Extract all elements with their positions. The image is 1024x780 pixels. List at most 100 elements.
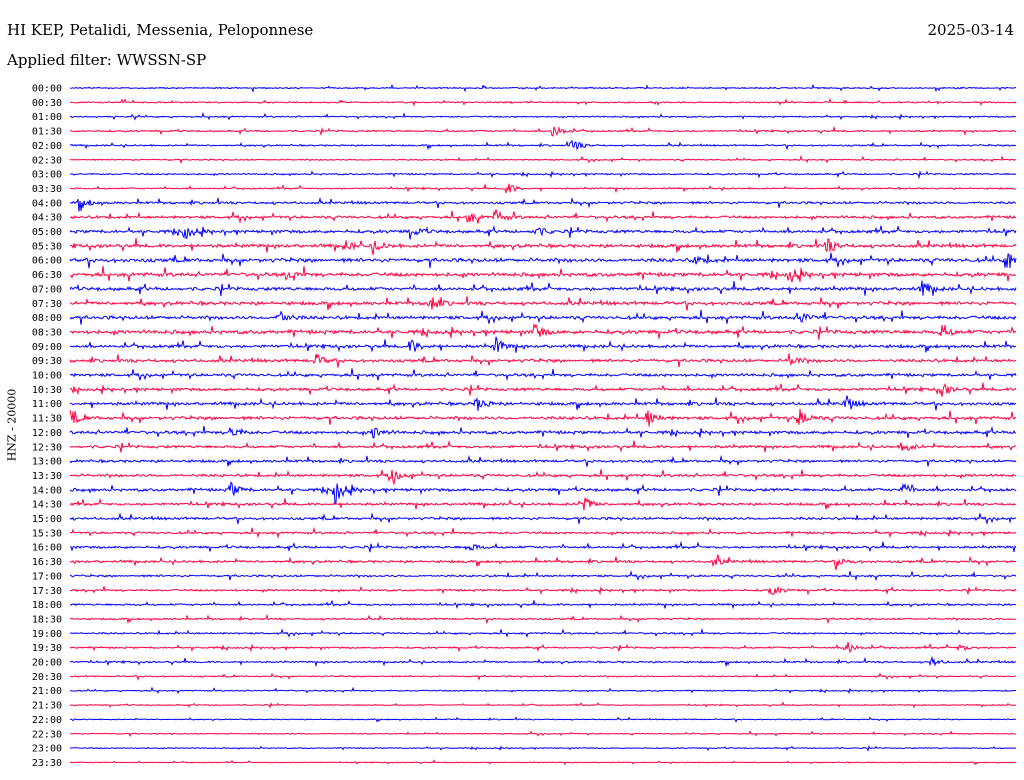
trace-line bbox=[69, 125, 1017, 137]
trace-line bbox=[69, 408, 1017, 427]
trace-line bbox=[69, 540, 1017, 553]
time-tick-label: 10:00 bbox=[32, 371, 62, 382]
time-tick-label: 14:30 bbox=[32, 500, 62, 511]
time-tick-label: 13:00 bbox=[32, 457, 62, 468]
trace-line bbox=[69, 395, 1017, 411]
time-tick-label: 11:30 bbox=[32, 414, 62, 425]
trace-line bbox=[69, 641, 1017, 654]
trace-line bbox=[69, 97, 1017, 107]
trace-line bbox=[69, 759, 1017, 766]
time-tick-label: 09:30 bbox=[32, 356, 62, 367]
time-tick-label: 17:30 bbox=[32, 586, 62, 597]
trace-line bbox=[69, 425, 1017, 439]
date-label: 2025-03-14 bbox=[927, 21, 1014, 39]
trace-line bbox=[69, 154, 1017, 165]
time-tick-label: 03:30 bbox=[32, 184, 62, 195]
time-tick-label: 02:00 bbox=[32, 141, 62, 152]
trace-line bbox=[69, 280, 1017, 297]
trace-line bbox=[69, 265, 1017, 283]
trace-line bbox=[69, 686, 1017, 694]
time-tick-label: 20:00 bbox=[32, 658, 62, 669]
trace-line bbox=[69, 83, 1017, 93]
trace-line bbox=[69, 554, 1017, 571]
trace-line bbox=[69, 526, 1017, 539]
time-tick-label: 08:00 bbox=[32, 313, 62, 324]
time-tick-label: 06:00 bbox=[32, 256, 62, 267]
trace-line bbox=[69, 296, 1017, 311]
time-tick-label: 13:30 bbox=[32, 471, 62, 482]
trace-line bbox=[69, 627, 1017, 638]
time-tick-label: 22:30 bbox=[32, 729, 62, 740]
time-tick-label: 14:00 bbox=[32, 485, 62, 496]
trace-line bbox=[69, 237, 1017, 256]
time-tick-label: 07:30 bbox=[32, 299, 62, 310]
time-tick-label: 02:30 bbox=[32, 155, 62, 166]
time-tick-label: 12:30 bbox=[32, 442, 62, 453]
trace-line bbox=[69, 336, 1017, 353]
time-tick-label: 15:30 bbox=[32, 528, 62, 539]
time-tick-label: 06:30 bbox=[32, 270, 62, 281]
trace-line bbox=[69, 368, 1017, 381]
trace-line bbox=[69, 454, 1017, 467]
time-tick-label: 09:00 bbox=[32, 342, 62, 353]
trace-line bbox=[69, 716, 1017, 723]
trace-line bbox=[69, 701, 1017, 709]
trace-line bbox=[69, 183, 1017, 194]
time-tick-label: 19:30 bbox=[32, 643, 62, 654]
trace-line bbox=[69, 569, 1017, 582]
trace-line bbox=[69, 497, 1017, 511]
time-tick-label: 23:00 bbox=[32, 744, 62, 755]
time-tick-label: 03:00 bbox=[32, 170, 62, 181]
trace-line bbox=[69, 252, 1017, 269]
time-tick-label: 05:00 bbox=[32, 227, 62, 238]
trace-line bbox=[69, 440, 1017, 453]
trace-line bbox=[69, 672, 1017, 681]
trace-line bbox=[69, 169, 1017, 180]
trace-line bbox=[69, 480, 1017, 505]
trace-line bbox=[69, 730, 1017, 738]
trace-line bbox=[69, 209, 1017, 225]
time-tick-label: 04:30 bbox=[32, 213, 62, 224]
time-tick-label: 18:30 bbox=[32, 614, 62, 625]
trace-line bbox=[69, 469, 1017, 486]
time-tick-label: 16:00 bbox=[32, 543, 62, 554]
time-tick-label: 00:30 bbox=[32, 98, 62, 109]
time-tick-label: 22:00 bbox=[32, 715, 62, 726]
time-tick-label: 15:00 bbox=[32, 514, 62, 525]
trace-line bbox=[69, 382, 1017, 397]
time-tick-label: 01:30 bbox=[32, 127, 62, 138]
time-tick-label: 18:00 bbox=[32, 600, 62, 611]
trace-line bbox=[69, 196, 1017, 212]
trace-line bbox=[69, 309, 1017, 325]
filter-label: Applied filter: WWSSN-SP bbox=[7, 51, 207, 69]
trace-line bbox=[69, 353, 1017, 368]
time-tick-label: 21:00 bbox=[32, 686, 62, 697]
time-tick-label: 17:00 bbox=[32, 571, 62, 582]
time-tick-label: 19:00 bbox=[32, 629, 62, 640]
trace-line bbox=[69, 613, 1017, 625]
trace-line bbox=[69, 745, 1017, 752]
time-tick-label: 16:30 bbox=[32, 557, 62, 568]
trace-line bbox=[69, 322, 1017, 340]
trace-line bbox=[69, 599, 1017, 610]
time-tick-label: 01:00 bbox=[32, 112, 62, 123]
time-tick-label: 05:30 bbox=[32, 241, 62, 252]
time-tick-label: 08:30 bbox=[32, 327, 62, 338]
time-tick-label: 00:00 bbox=[32, 84, 62, 95]
time-tick-label: 04:00 bbox=[32, 198, 62, 209]
time-tick-label: 23:30 bbox=[32, 758, 62, 769]
trace-line bbox=[69, 111, 1017, 121]
trace-line bbox=[69, 512, 1017, 525]
trace-line bbox=[69, 224, 1017, 240]
time-tick-label: 21:30 bbox=[32, 701, 62, 712]
trace-line bbox=[69, 139, 1017, 151]
time-tick-label: 12:00 bbox=[32, 428, 62, 439]
time-tick-label: 10:30 bbox=[32, 385, 62, 396]
time-tick-label: 11:00 bbox=[32, 399, 62, 410]
trace-line bbox=[69, 655, 1017, 668]
station-title: HI KEP, Petalidi, Messenia, Peloponnese bbox=[7, 21, 314, 39]
time-tick-label: 20:30 bbox=[32, 672, 62, 683]
time-tick-label: 07:00 bbox=[32, 284, 62, 295]
trace-line bbox=[69, 585, 1017, 596]
